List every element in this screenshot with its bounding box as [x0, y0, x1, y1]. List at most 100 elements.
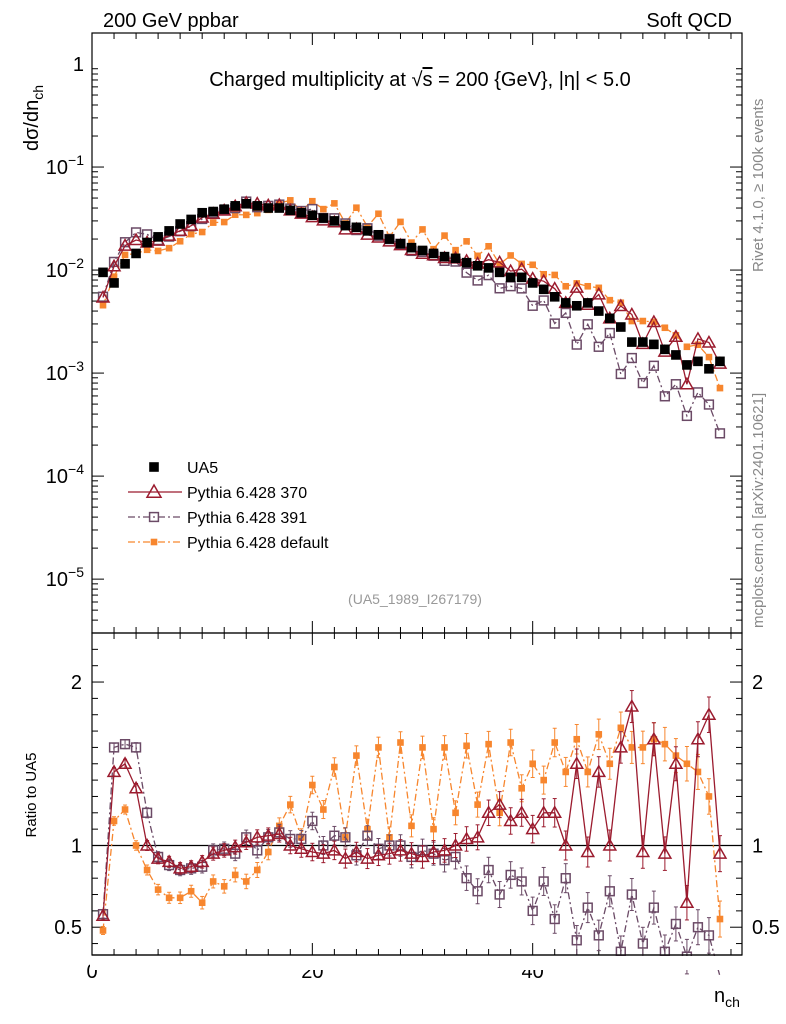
- data-point: [419, 226, 426, 233]
- ratio-point: [626, 889, 637, 900]
- data-point: [331, 200, 338, 207]
- ratio-point: [452, 809, 459, 817]
- ratio-point: [309, 781, 316, 789]
- ratio-point: [130, 742, 142, 753]
- ratio-tick-label-left: 1: [71, 835, 82, 857]
- data-point: [538, 295, 549, 306]
- data-point: [672, 332, 680, 339]
- y-tick-label: 10−4: [46, 461, 84, 488]
- data-point: [109, 278, 119, 288]
- ratio-point: [253, 866, 261, 874]
- y-tick-label: 1: [73, 54, 84, 76]
- ratio-point: [712, 846, 728, 859]
- ratio-point: [316, 846, 331, 859]
- ratio-point: [205, 846, 221, 859]
- data-point: [582, 319, 593, 330]
- ratio-point: [329, 830, 340, 841]
- svg-text:dσ/dnch: dσ/dnch: [21, 85, 46, 151]
- data-point: [395, 238, 406, 249]
- data-point: [99, 301, 107, 309]
- data-point: [693, 356, 703, 367]
- data-point: [617, 299, 625, 307]
- data-point: [582, 298, 593, 308]
- ratio-point: [198, 899, 206, 906]
- ratio-point: [283, 837, 298, 851]
- data-point: [287, 197, 294, 204]
- ratio-point: [582, 902, 593, 913]
- ratio-point: [602, 837, 618, 851]
- ratio-point: [573, 735, 581, 743]
- ratio-point: [639, 744, 647, 751]
- data-point: [639, 317, 647, 325]
- data-point: [705, 353, 713, 361]
- data-point: [220, 218, 228, 226]
- ratio-point: [117, 756, 133, 770]
- data-point: [660, 344, 670, 355]
- header-right: Soft QCD: [646, 10, 732, 32]
- data-point: [716, 384, 724, 392]
- ratio-point: [143, 866, 151, 874]
- data-point: [131, 248, 141, 259]
- data-point: [483, 263, 494, 273]
- data-point: [375, 210, 382, 218]
- data-point: [613, 298, 629, 312]
- data-point: [439, 251, 450, 262]
- data-point: [128, 232, 144, 246]
- data-point: [142, 237, 152, 248]
- ratio-point: [161, 854, 177, 868]
- legend-marker: [148, 511, 160, 523]
- data-point: [309, 197, 316, 205]
- ratio-point: [527, 905, 538, 917]
- data-point: [121, 251, 129, 259]
- ratio-point: [108, 742, 120, 753]
- ratio-point: [628, 744, 636, 751]
- data-point: [624, 307, 640, 320]
- ratio-point: [514, 805, 529, 819]
- data-point: [492, 254, 507, 268]
- ratio-point: [242, 878, 250, 885]
- data-point: [703, 399, 715, 410]
- data-point: [231, 211, 239, 219]
- ratio-point: [536, 805, 551, 819]
- ratio-point: [547, 805, 563, 819]
- data-point: [441, 232, 448, 239]
- ratio-point: [294, 841, 309, 855]
- data-point: [164, 226, 174, 236]
- data-point: [241, 198, 252, 209]
- data-point: [671, 350, 681, 360]
- ratio-point: [518, 784, 525, 792]
- data-point: [320, 205, 327, 213]
- ratio-point: [99, 927, 107, 934]
- ratio-point: [121, 806, 129, 813]
- ratio-tick-label-right: 1: [752, 835, 763, 857]
- data-point: [340, 220, 351, 231]
- legend-marker: [150, 538, 158, 546]
- data-point: [648, 360, 660, 371]
- legend-entry: UA5: [149, 460, 218, 477]
- ratio-point: [238, 834, 254, 848]
- data-point: [253, 209, 261, 217]
- data-point: [683, 343, 691, 351]
- data-point: [714, 428, 726, 439]
- ratio-series-pythia-6-428-default: [99, 711, 724, 938]
- ratio-point: [176, 894, 184, 902]
- data-point: [230, 201, 241, 211]
- data-point: [494, 267, 505, 278]
- legend-label: Pythia 6.428 default: [187, 535, 329, 552]
- y-axis-label: dσ/dnch: [21, 85, 46, 151]
- ratio-point: [635, 844, 651, 858]
- data-point: [593, 341, 604, 352]
- ratio-point: [260, 828, 276, 841]
- data-point: [560, 298, 571, 308]
- data-point: [209, 219, 217, 226]
- ratio-point: [694, 768, 702, 776]
- ratio-point: [307, 815, 318, 827]
- data-point: [494, 283, 505, 294]
- data-point: [527, 278, 538, 288]
- ratio-point: [430, 825, 437, 833]
- data-point: [637, 377, 648, 389]
- legend-entry: Pythia 6.428 default: [128, 535, 329, 552]
- ratio-point: [679, 895, 695, 908]
- data-point: [538, 284, 549, 295]
- ratio-point: [624, 699, 640, 712]
